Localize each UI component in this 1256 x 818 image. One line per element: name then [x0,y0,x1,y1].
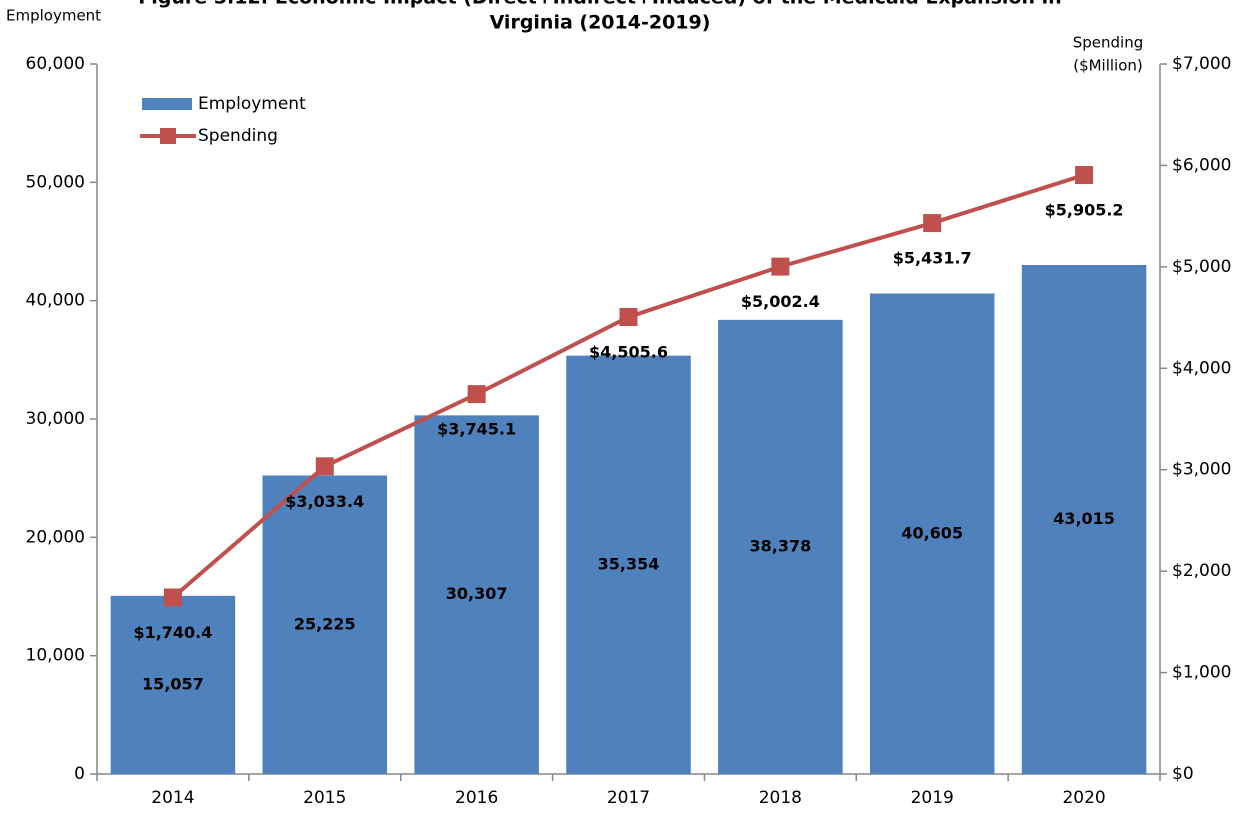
x-tick-label: 2015 [303,788,346,808]
value-label: $3,745.1 [437,420,516,439]
y-tick-label: 40,000 [26,291,85,311]
value-label: $1,740.4 [133,623,212,642]
marker [771,257,790,276]
marker [1075,166,1094,185]
y2-tick-label: $2,000 [1172,561,1231,581]
value-label: 38,378 [749,536,811,555]
chart-title: Virginia (2014-2019) [490,12,711,34]
x-tick-label: 2017 [607,788,650,808]
value-label: 43,015 [1053,509,1115,528]
legend-label: Spending [198,126,278,146]
y-tick-label: 10,000 [26,646,85,666]
x-tick-label: 2016 [455,788,498,808]
value-label: 40,605 [901,523,963,542]
y-tick-label: 50,000 [26,172,85,192]
bar [1021,264,1147,774]
y2-tick-label: $0 [1172,764,1194,784]
y2-axis-label: Spending [1073,34,1144,52]
legend-swatch [142,98,192,110]
legend-swatch [160,128,176,144]
bar [566,355,691,774]
x-tick-label: 2018 [759,788,802,808]
value-label: 35,354 [598,554,660,573]
y2-tick-label: $6,000 [1172,155,1231,175]
y-tick-label: 20,000 [26,527,85,547]
y-axis-label: Employment [6,7,101,25]
y2-tick-label: $7,000 [1172,54,1231,74]
value-label: $5,431.7 [893,249,972,268]
y2-tick-label: $4,000 [1172,358,1231,378]
y2-tick-label: $5,000 [1172,257,1231,277]
bar [262,475,388,774]
marker [619,308,638,327]
value-label: $3,033.4 [285,492,364,511]
legend-label: Employment [198,94,306,114]
bar [869,293,995,774]
y2-axis-label: ($Million) [1073,57,1143,75]
marker [163,588,182,607]
value-label: $5,002.4 [741,292,820,311]
x-tick-label: 2020 [1062,788,1105,808]
y-tick-label: 60,000 [26,54,85,74]
bar [414,415,539,774]
y-tick-label: 0 [74,764,85,784]
x-tick-label: 2014 [151,788,194,808]
value-label: $4,505.6 [589,343,668,362]
y-tick-label: 30,000 [26,409,85,429]
y2-tick-label: $1,000 [1172,663,1231,683]
value-label: 30,307 [446,584,508,603]
x-tick-label: 2019 [911,788,954,808]
value-label: $5,905.2 [1045,201,1124,220]
value-label: 25,225 [294,614,356,633]
marker [467,385,486,404]
marker [315,457,334,476]
marker [923,214,942,233]
chart-title: Figure 5.12: Economic Impact (Direct+Ind… [138,0,1061,9]
y2-tick-label: $3,000 [1172,460,1231,480]
bar [718,319,843,774]
value-label: 15,057 [142,674,204,693]
bar [110,595,236,774]
